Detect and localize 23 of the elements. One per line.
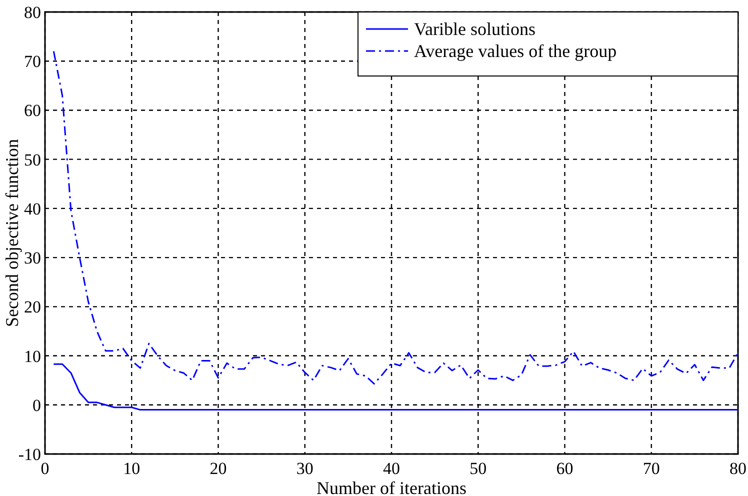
x-tick-label: 80 bbox=[730, 459, 746, 478]
x-tick-label: 70 bbox=[642, 459, 660, 478]
y-tick-label: -10 bbox=[18, 445, 41, 464]
y-tick-label: 50 bbox=[24, 150, 41, 170]
y-tick-label: 30 bbox=[24, 248, 41, 268]
x-tick-label: 10 bbox=[123, 459, 140, 478]
legend-label: Average values of the group bbox=[414, 41, 617, 61]
y-tick-label: 20 bbox=[24, 298, 41, 317]
y-tick-label: 60 bbox=[24, 101, 41, 120]
line-series bbox=[52, 363, 739, 411]
y-tick-label: 80 bbox=[24, 3, 41, 22]
y-tick-label: 40 bbox=[24, 199, 41, 218]
y-tick-label: 0 bbox=[32, 396, 41, 415]
y-axis-title: Second objective function bbox=[2, 139, 22, 327]
x-axis-title: Number of iterations bbox=[316, 478, 466, 496]
legend-label: Varible solutions bbox=[414, 19, 536, 39]
y-tick-label: 70 bbox=[24, 52, 41, 72]
x-tick-label: 40 bbox=[383, 459, 400, 478]
x-tick-label: 20 bbox=[210, 459, 227, 478]
x-tick-label: 30 bbox=[296, 459, 314, 478]
x-tick-label: 50 bbox=[470, 459, 487, 478]
x-tick-label: 60 bbox=[556, 459, 574, 478]
y-tick-label: 10 bbox=[24, 346, 41, 366]
